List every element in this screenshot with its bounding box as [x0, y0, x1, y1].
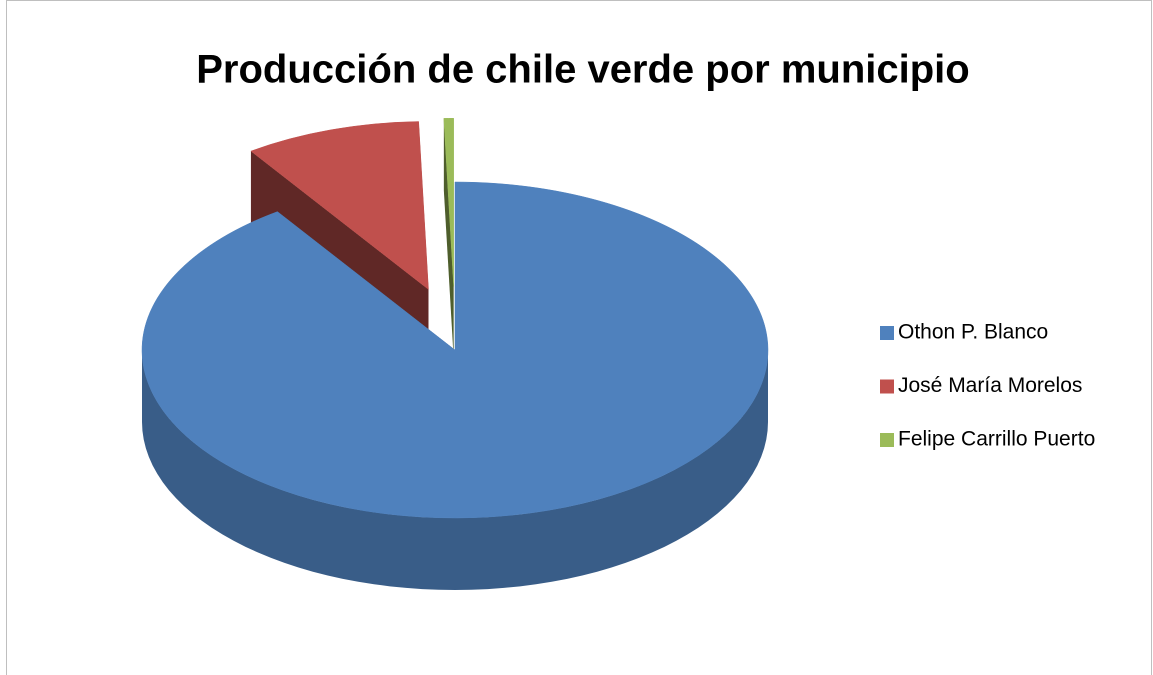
chart-title: Producción de chile verde por municipio: [196, 48, 969, 92]
legend-swatch: [880, 379, 894, 394]
legend-label: Felipe Carrillo Puerto: [898, 428, 1095, 451]
slice: [443, 118, 454, 287]
slice-wall: [443, 118, 454, 359]
legend-swatch: [880, 433, 894, 447]
legend-label: Othon P. Blanco: [898, 321, 1048, 344]
slice-side: [142, 350, 768, 590]
slice: [250, 121, 429, 290]
slice: [141, 181, 769, 519]
legend-swatch: [880, 326, 894, 340]
legend-label: José María Morelos: [898, 374, 1082, 397]
